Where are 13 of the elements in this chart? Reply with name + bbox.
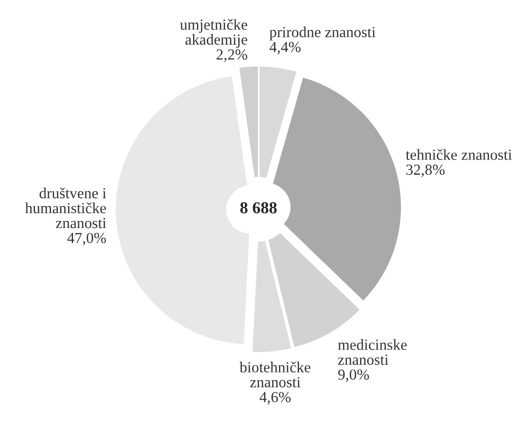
slice-label: prirodne znanosti (270, 26, 376, 40)
data-label: 47,0% (67, 232, 106, 246)
slice-label: biotehničke znanosti (240, 362, 310, 388)
data-label: 2,2% (216, 49, 248, 62)
slice-label: medicinske znanosti (338, 339, 407, 365)
text: 8 688 (240, 202, 277, 214)
data-label: 4,4% (270, 42, 301, 54)
data-label: 4,6% (260, 392, 291, 404)
slice-label: tehničke znanosti (406, 149, 512, 160)
slice-label: umjetničke akademije (180, 19, 248, 48)
data-label: 9,0% (338, 369, 369, 382)
data-label: 32,8% (406, 164, 445, 178)
slice-label: društvene i humanističke znanosti (25, 188, 106, 228)
